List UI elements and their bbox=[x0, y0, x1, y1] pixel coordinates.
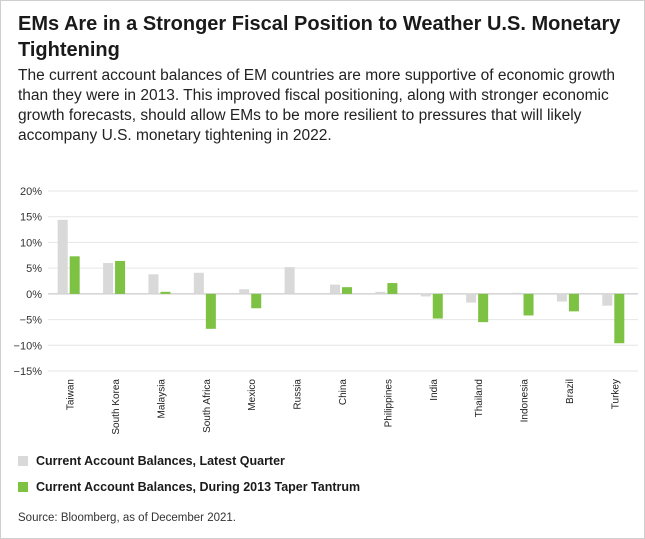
x-tick-label: Brazil bbox=[565, 379, 576, 404]
bar-latest-quarter bbox=[57, 219, 68, 294]
legend-label-latest-quarter: Current Account Balances, Latest Quarter bbox=[36, 454, 285, 468]
bar-taper-tantrum bbox=[115, 260, 126, 294]
bar-latest-quarter bbox=[239, 289, 250, 294]
bar-taper-tantrum bbox=[160, 291, 171, 294]
bar-latest-quarter bbox=[284, 267, 295, 294]
x-tick-label: India bbox=[429, 379, 440, 401]
chart-title: EMs Are in a Stronger Fiscal Position to… bbox=[18, 13, 621, 61]
y-tick-label: 5% bbox=[26, 263, 42, 275]
bar-latest-quarter bbox=[193, 272, 204, 294]
bar-taper-tantrum bbox=[69, 256, 80, 294]
bar-latest-quarter bbox=[466, 293, 477, 303]
bar-taper-tantrum bbox=[614, 293, 625, 344]
x-tick-label: Mexico bbox=[247, 379, 258, 411]
bar-taper-tantrum bbox=[432, 293, 443, 319]
bar-taper-tantrum bbox=[342, 287, 352, 294]
bar-latest-quarter bbox=[103, 263, 114, 294]
x-tick-label: South Africa bbox=[202, 379, 213, 433]
x-tick-label: Turkey bbox=[610, 379, 621, 409]
bar-latest-quarter bbox=[330, 284, 340, 294]
bar-latest-quarter bbox=[148, 274, 159, 294]
bar-taper-tantrum bbox=[251, 293, 262, 309]
x-tick-label: Russia bbox=[293, 379, 304, 410]
x-tick-label: Philippines bbox=[383, 379, 394, 427]
bar-taper-tantrum bbox=[205, 293, 216, 329]
y-tick-label: 0% bbox=[26, 289, 42, 301]
x-tick-label: Malaysia bbox=[156, 379, 167, 419]
bar-latest-quarter bbox=[602, 293, 613, 306]
legend-item-latest-quarter: Current Account Balances, Latest Quarter bbox=[18, 448, 360, 474]
bar-latest-quarter bbox=[420, 293, 431, 297]
bar-latest-quarter bbox=[375, 291, 386, 294]
legend-item-taper-tantrum: Current Account Balances, During 2013 Ta… bbox=[18, 474, 360, 500]
bar-latest-quarter bbox=[511, 292, 522, 294]
bar-latest-quarter bbox=[556, 293, 567, 302]
bar-chart: 20% 15% 10% 5% 0% −5% −10% −15% Taiwan South Kore… bbox=[14, 186, 638, 435]
legend-label-taper-tantrum: Current Account Balances, During 2013 Ta… bbox=[36, 480, 361, 494]
x-tick-label: Indonesia bbox=[520, 379, 531, 423]
source-note: Source: Bloomberg, as of December 2021. bbox=[18, 512, 236, 524]
y-tick-label: 15% bbox=[20, 212, 42, 224]
chart-subtitle: The current account balances of EM count… bbox=[18, 67, 616, 144]
y-tick-label: 20% bbox=[20, 186, 42, 198]
x-tick-label: South Korea bbox=[111, 379, 122, 435]
legend: Current Account Balances, Latest Quarter… bbox=[18, 448, 360, 500]
bar-taper-tantrum bbox=[478, 293, 489, 323]
y-tick-label: 10% bbox=[20, 237, 42, 249]
x-tick-label: Thailand bbox=[474, 379, 485, 417]
y-tick-label: −10% bbox=[14, 340, 43, 352]
x-tick-label: China bbox=[338, 379, 349, 406]
x-tick-label: Taiwan bbox=[66, 379, 77, 410]
bar-taper-tantrum bbox=[568, 293, 579, 312]
legend-swatch-latest-quarter bbox=[18, 456, 28, 466]
legend-swatch-taper-tantrum bbox=[18, 482, 28, 492]
y-tick-label: −15% bbox=[14, 366, 43, 378]
bar-taper-tantrum bbox=[387, 283, 398, 294]
bar-taper-tantrum bbox=[523, 293, 534, 316]
y-tick-label: −5% bbox=[20, 315, 43, 327]
